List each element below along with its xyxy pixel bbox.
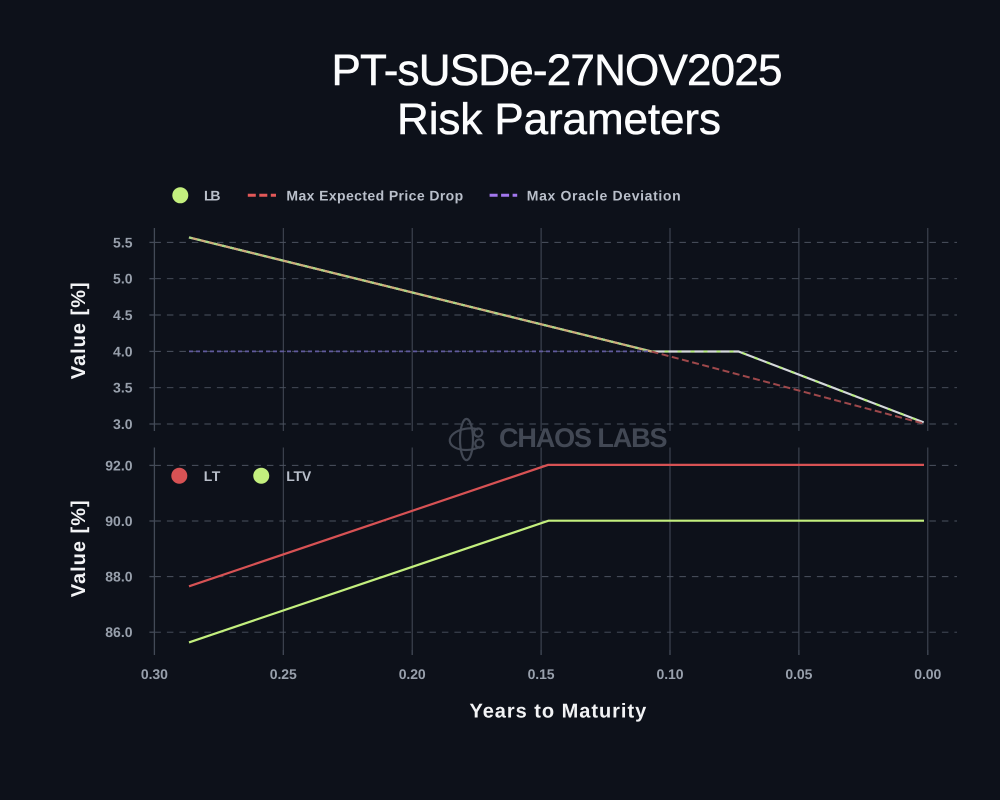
svg-text:Value [%]: Value [%] [68,282,90,379]
svg-text:92.0: 92.0 [105,457,132,473]
svg-text:4.5: 4.5 [113,307,133,323]
svg-text:LTV: LTV [286,468,312,484]
svg-text:0.00: 0.00 [914,666,941,682]
svg-text:LT: LT [204,468,221,484]
svg-text:0.25: 0.25 [270,666,297,682]
svg-text:0.15: 0.15 [528,666,555,682]
svg-text:4.0: 4.0 [113,343,133,359]
svg-text:3.5: 3.5 [113,380,133,396]
svg-text:CHAOS LABS: CHAOS LABS [499,423,668,453]
svg-text:0.30: 0.30 [141,666,168,682]
svg-text:Years to Maturity: Years to Maturity [470,701,648,723]
svg-text:0.05: 0.05 [785,666,812,682]
svg-text:Value [%]: Value [%] [68,500,90,597]
svg-text:Risk Parameters: Risk Parameters [397,95,721,144]
svg-text:3.0: 3.0 [113,416,133,432]
svg-text:5.5: 5.5 [113,234,133,250]
svg-text:5.0: 5.0 [113,271,133,287]
svg-text:86.0: 86.0 [105,624,132,640]
svg-text:LB: LB [204,187,221,203]
svg-text:88.0: 88.0 [105,569,132,585]
svg-text:0.20: 0.20 [399,666,426,682]
svg-text:90.0: 90.0 [105,513,132,529]
svg-text:0.10: 0.10 [657,666,684,682]
svg-text:Max Expected Price Drop: Max Expected Price Drop [286,187,463,203]
svg-text:Max Oracle Deviation: Max Oracle Deviation [527,187,681,203]
svg-text:PT-sUSDe-27NOV2025: PT-sUSDe-27NOV2025 [332,46,783,95]
